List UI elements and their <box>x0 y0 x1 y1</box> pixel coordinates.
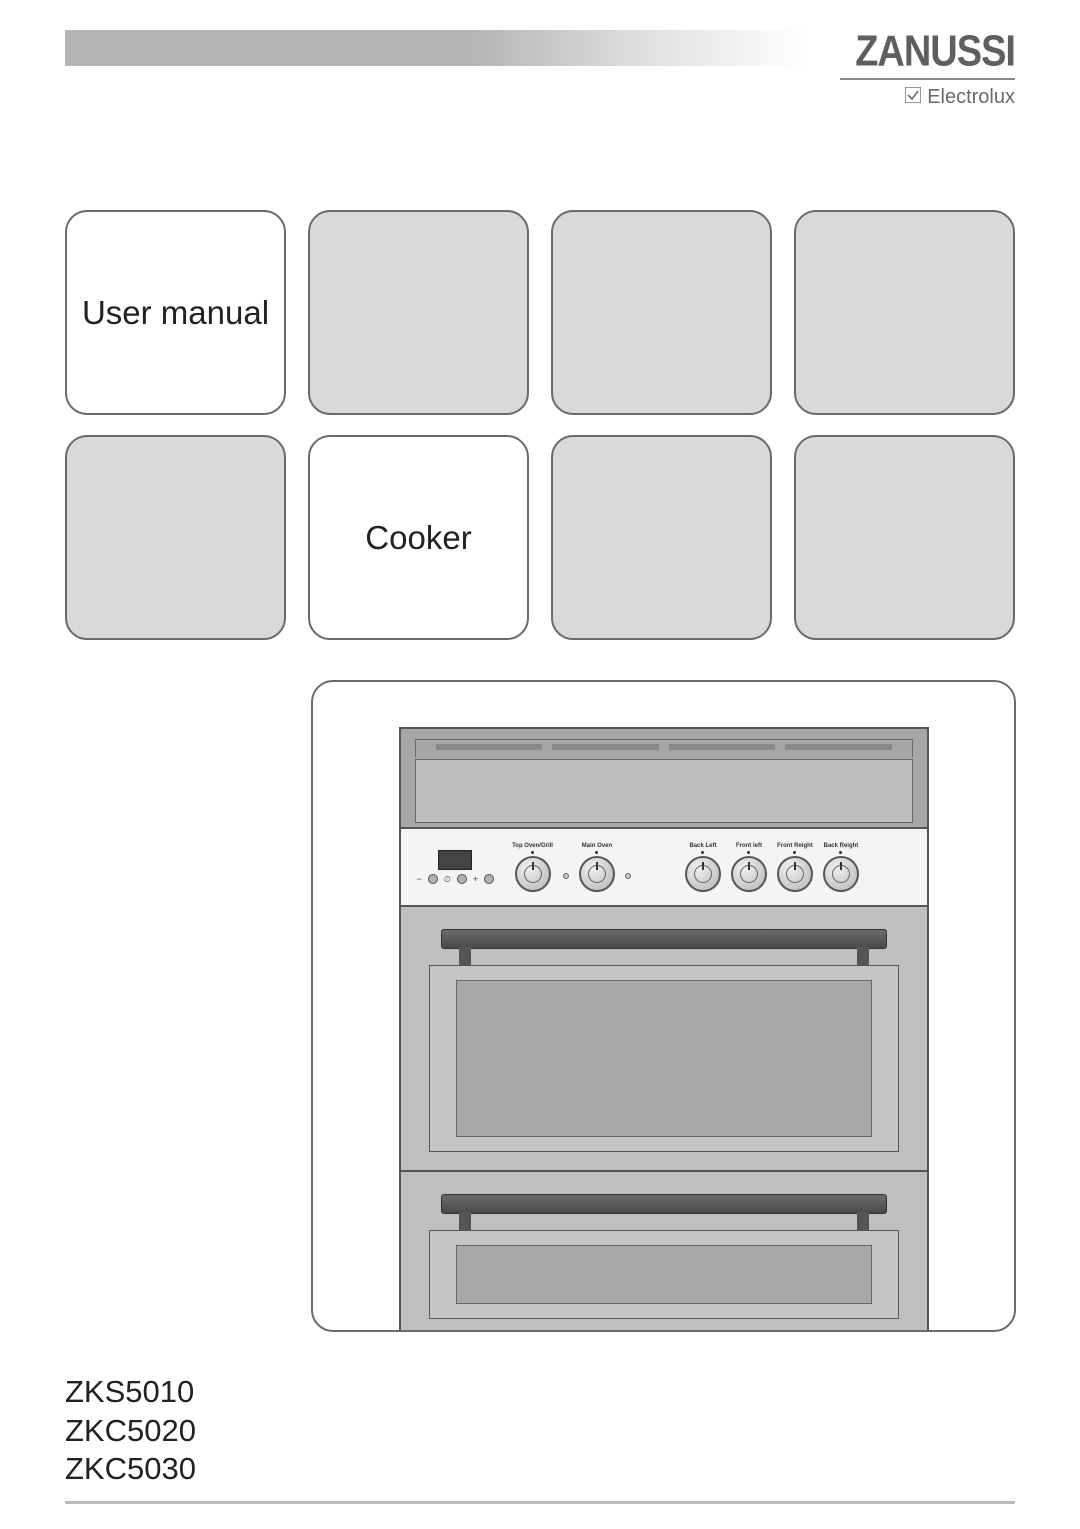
handle-post <box>459 947 471 965</box>
lower-oven <box>401 1172 927 1332</box>
indicator-dot <box>701 851 704 854</box>
knob-label: Front Reight <box>777 843 813 849</box>
back-left-hob-knob <box>685 856 721 892</box>
back-right-hob-knob <box>823 856 859 892</box>
clock-icon: ⏲ <box>444 874 451 885</box>
handle-post <box>857 947 869 965</box>
knob-group: Back Reight <box>823 843 859 892</box>
knob-label: Front left <box>736 843 762 849</box>
model-number: ZKC5030 <box>65 1450 196 1489</box>
knob-label: Top Oven/Grill <box>512 843 553 849</box>
main-oven-knob <box>579 856 615 892</box>
indicator-dot <box>793 851 796 854</box>
knob-label: Back Reight <box>824 843 859 849</box>
front-left-hob-knob <box>731 856 767 892</box>
tile-label: User manual <box>82 294 269 332</box>
tile-empty <box>794 435 1015 640</box>
oven-handle <box>441 929 887 949</box>
tile-label: Cooker <box>365 519 471 557</box>
plus-icon: + <box>473 874 478 884</box>
handle-post <box>857 1212 869 1230</box>
oven-door <box>429 1230 899 1319</box>
cooker-control-panel: − ⏲ + Top Oven/Grill Main Oven <box>401 829 927 907</box>
oven-door-window <box>456 980 872 1137</box>
knob-group: Front Reight <box>777 843 813 892</box>
model-number: ZKS5010 <box>65 1373 196 1412</box>
hob-zone <box>436 744 543 750</box>
cooker-hob <box>401 729 927 829</box>
model-number-list: ZKS5010 ZKC5020 ZKC5030 <box>65 1373 196 1489</box>
minus-icon: − <box>417 874 422 884</box>
timer-button <box>428 874 438 884</box>
brand-main-logo: ZANUSSI <box>840 30 1015 74</box>
oven-handle <box>441 1194 887 1214</box>
indicator-dot <box>839 851 842 854</box>
model-number: ZKC5020 <box>65 1412 196 1451</box>
footer-rule <box>65 1501 1015 1504</box>
tile-empty <box>794 210 1015 415</box>
cooker-illustration: − ⏲ + Top Oven/Grill Main Oven <box>399 727 929 1332</box>
hob-zone <box>552 744 659 750</box>
timer-button <box>457 874 467 884</box>
tile-empty <box>551 210 772 415</box>
indicator-dot <box>531 851 534 854</box>
timer-button <box>484 874 494 884</box>
top-oven-grill-knob <box>515 856 551 892</box>
indicator-dot <box>595 851 598 854</box>
knob-group: Top Oven/Grill <box>512 843 553 892</box>
oven-door-window <box>456 1245 872 1304</box>
hob-front-face <box>415 759 913 823</box>
brand-sub-logo: Electrolux <box>927 86 1015 109</box>
front-right-hob-knob <box>777 856 813 892</box>
header: ZANUSSI Electrolux <box>65 30 1015 110</box>
tile-empty <box>551 435 772 640</box>
indicator-light <box>625 873 631 879</box>
tile-grid: User manual Cooker <box>65 210 1015 640</box>
product-illustration-panel: − ⏲ + Top Oven/Grill Main Oven <box>311 680 1016 1332</box>
brand-block: ZANUSSI Electrolux <box>840 30 1015 109</box>
hob-zone <box>669 744 776 750</box>
knob-label: Main Oven <box>582 843 612 849</box>
electrolux-icon <box>905 87 921 108</box>
brand-sub-wrap: Electrolux <box>840 78 1015 109</box>
knob-group: Back Left <box>685 843 721 892</box>
oven-door <box>429 965 899 1152</box>
page-root: ZANUSSI Electrolux User manual Cooker <box>0 0 1080 1529</box>
tile-empty <box>308 210 529 415</box>
tile-user-manual: User manual <box>65 210 286 415</box>
hob-top-surface <box>415 739 913 757</box>
timer-display <box>438 850 472 870</box>
hob-zone <box>785 744 892 750</box>
handle-post <box>459 1212 471 1230</box>
tile-empty <box>65 435 286 640</box>
knob-group: Front left <box>731 843 767 892</box>
header-gradient-bar <box>65 30 810 66</box>
upper-oven <box>401 907 927 1172</box>
knob-group: Main Oven <box>579 843 615 892</box>
knob-label: Back Left <box>689 843 716 849</box>
timer-button-row: − ⏲ + <box>417 874 495 885</box>
indicator-dot <box>747 851 750 854</box>
timer-block: − ⏲ + <box>417 850 495 885</box>
tile-cooker: Cooker <box>308 435 529 640</box>
indicator-light <box>563 873 569 879</box>
